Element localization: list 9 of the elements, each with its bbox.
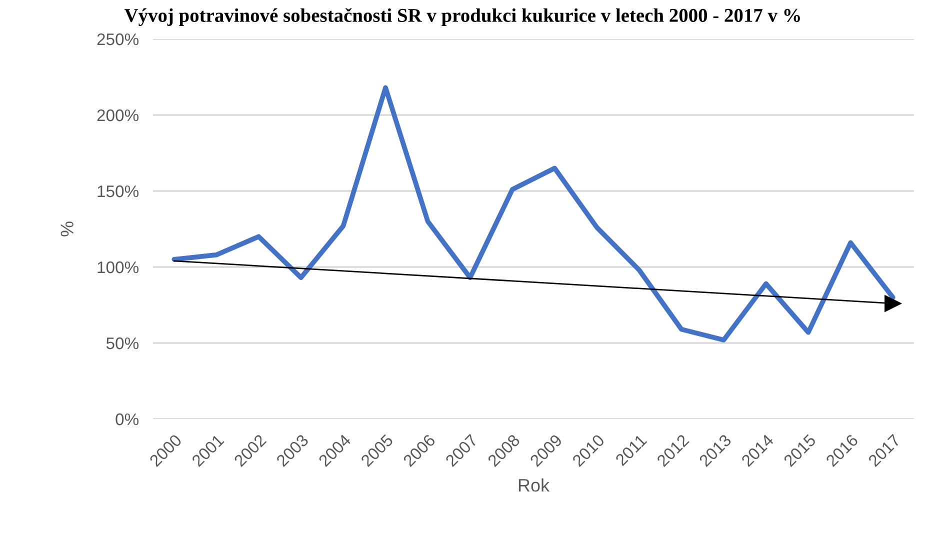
y-tick-label: 250% (97, 33, 139, 46)
y-tick-label: 50% (106, 337, 139, 350)
x-axis-title: Rok (518, 478, 550, 492)
y-tick-label: 150% (98, 185, 139, 198)
y-tick-label: 200% (97, 109, 139, 122)
y-tick-label: 100% (98, 261, 139, 274)
y-tick-label: 0% (116, 413, 139, 426)
chart-title: Vývoj potravinové sobestačnosti SR v produkci kukurice v letech 2000 - 2017 v % (124, 8, 800, 26)
y-axis-title: % (60, 222, 74, 236)
